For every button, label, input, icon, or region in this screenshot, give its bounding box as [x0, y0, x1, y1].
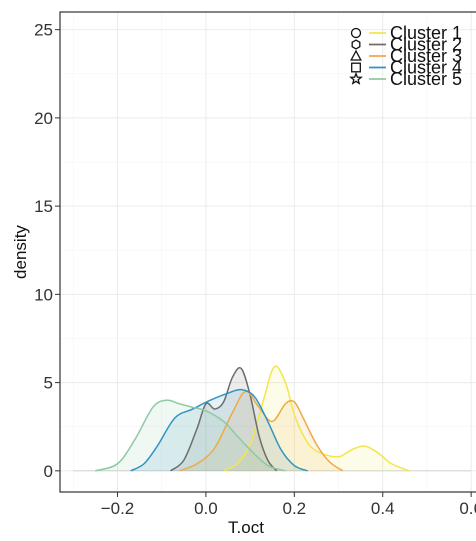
x-tick-label: 0.2	[282, 499, 306, 518]
density-area-cluster-1	[223, 366, 410, 471]
legend-entry-cluster-2: Cluster 2	[351, 35, 462, 55]
legend-label: Cluster 2	[390, 35, 462, 55]
x-tick-label: 0.4	[371, 499, 395, 518]
y-tick-label: 20	[34, 109, 53, 128]
x-axis-ticks: −0.2 0.0 0.2 0.4 0.6	[101, 492, 476, 518]
y-axis-ticks: 0 5 10 15 20 25	[34, 21, 60, 481]
legend-hexagon-marker-icon	[351, 39, 361, 50]
legend-entry-cluster-1: Cluster 1	[350, 23, 462, 43]
density-lines	[95, 365, 410, 472]
legend-label: Cluster 4	[390, 58, 462, 78]
density-line-cluster-5	[95, 399, 286, 472]
legend-star-marker-icon	[349, 71, 363, 85]
y-axis-title: density	[11, 225, 30, 279]
x-tick-label: −0.2	[101, 499, 135, 518]
y-tick-label: 15	[34, 197, 53, 216]
density-line-cluster-4	[130, 388, 308, 472]
legend-entry-cluster-4: Cluster 4	[351, 58, 462, 78]
density-area-cluster-5	[95, 400, 286, 471]
y-tick-label: 25	[34, 21, 53, 40]
y-tick-label: 10	[34, 285, 53, 304]
density-line-cluster-3	[179, 390, 344, 472]
density-line-cluster-2	[170, 367, 278, 472]
legend-circle-marker-icon	[350, 27, 362, 39]
density-line-cluster-1	[223, 365, 410, 472]
legend-entry-cluster-5: Cluster 5	[349, 69, 462, 89]
x-tick-label: 0.0	[194, 499, 218, 518]
y-tick-label: 5	[44, 374, 53, 393]
plot-background	[60, 12, 476, 492]
legend-label: Cluster 1	[390, 23, 462, 43]
legend-label: Cluster 5	[390, 69, 462, 89]
plot-border	[59, 11, 476, 493]
x-tick-label: 0.6	[459, 499, 476, 518]
y-tick-label: 0	[44, 462, 53, 481]
grid-lines	[60, 12, 476, 492]
density-area-cluster-3	[179, 391, 343, 471]
legend-label: Cluster 3	[390, 46, 462, 66]
x-axis-title: T.oct	[228, 518, 264, 536]
legend-entry-cluster-3: Cluster 3	[350, 46, 462, 66]
legend-triangle-marker-icon	[350, 49, 362, 61]
